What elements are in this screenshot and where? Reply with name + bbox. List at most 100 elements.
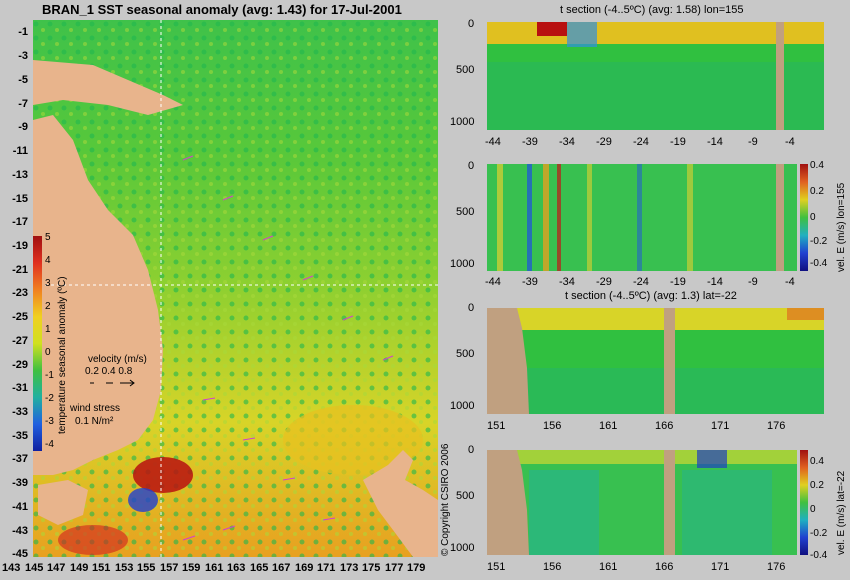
cbar-tick: 0.2 [810,480,824,491]
x-tick: -34 [559,276,575,288]
x-tick: -9 [748,136,758,148]
lat-label: -31 [12,382,28,394]
lat-label: -13 [12,169,28,181]
wind-legend-label: wind stress [70,403,121,414]
x-tick: -19 [670,136,686,148]
cbar-tick: -0.2 [810,236,828,247]
lat-label: -19 [12,240,28,252]
tasmania-land [38,480,88,525]
cbar-tick: -4 [45,439,54,450]
cbar-tick: 0.2 [810,186,824,197]
x-tick: 166 [655,561,674,573]
cbar-tick: -1 [45,370,54,381]
cbar-tick: 5 [45,232,51,243]
lat-label: -25 [12,311,28,323]
x-tick: 171 [711,420,730,432]
x-tick: -39 [522,276,538,288]
australia-land [33,115,163,475]
cbar-tick: 2 [45,301,51,312]
lat-label: -35 [12,430,28,442]
depth-tick: 0 [468,302,475,314]
lon-label: 177 [385,562,404,574]
depth-tick: 1000 [450,542,475,554]
cbar-tick: 1 [45,324,51,335]
lat-label: -1 [18,26,28,38]
cbar-tick: 0.4 [810,456,824,467]
velocity-section-lon155[interactable] [487,164,797,271]
x-tick: 151 [487,561,506,573]
longitude-axis: 143 145 147 149 151 153 155 157 159 161 … [0,562,440,578]
cbar-tick: -0.4 [810,550,828,561]
x-tick: 156 [543,420,562,432]
lon-label: 161 [205,562,224,574]
temperature-section-lon155[interactable] [487,22,824,130]
velocity-colorbar-4 [800,450,808,555]
lat-label: -5 [18,74,28,86]
depth-tick: 1000 [450,258,475,270]
x-tick: -14 [707,276,723,288]
lat-label: -43 [12,525,28,537]
new-zealand-land [363,450,438,557]
lon-label: 155 [137,562,156,574]
x-tick: -34 [559,136,575,148]
cbar-tick: 0 [810,504,816,515]
temperature-colorbar-label: temperature seasonal anomaly (ºC) [57,276,68,434]
lon-label: 167 [272,562,291,574]
velocity-section-lat-22[interactable] [487,450,797,555]
x-tick: 171 [711,561,730,573]
temperature-section-lat-22[interactable] [487,308,824,414]
lat-label: -3 [18,50,28,62]
lon-label: 179 [407,562,426,574]
lon-label: 169 [295,562,314,574]
lat-label: -21 [12,264,28,276]
lon-label: 147 [47,562,66,574]
lon-label: 171 [317,562,336,574]
lat-label: -29 [12,359,28,371]
x-tick: -4 [785,136,795,148]
x-tick: 151 [487,420,506,432]
lon-label: 149 [70,562,89,574]
velocity-colorbar-label-2: vel. E (m/s) lon=155 [836,182,847,272]
cbar-tick: -3 [45,416,54,427]
cbar-tick: 0.4 [810,160,824,171]
depth-tick: 500 [456,348,475,360]
section-title-1: t section (-4..5ºC) (avg: 1.58) lon=155 [560,4,744,16]
wind-legend-value: 0.1 N/m² [75,416,114,427]
depth-tick: 500 [456,64,475,76]
lon-label: 165 [250,562,269,574]
x-tick: -9 [748,276,758,288]
lat-label: -33 [12,406,28,418]
x-tick: -29 [596,136,612,148]
x-tick: 161 [599,561,618,573]
x-tick: -44 [485,136,501,148]
depth-tick: 0 [468,160,475,172]
x-tick: -19 [670,276,686,288]
x-tick: -14 [707,136,723,148]
lat-label: -17 [12,216,28,228]
cbar-tick: 0 [45,347,51,358]
lon-label: 151 [92,562,111,574]
cbar-tick: 0 [810,212,816,223]
velocity-legend-label: velocity (m/s) [88,354,147,365]
velocity-colorbar-2 [800,164,808,271]
x-tick: -4 [785,276,795,288]
lat-label: -37 [12,453,28,465]
lon-label: 159 [182,562,201,574]
lat-label: -45 [12,548,28,560]
lon-label: 173 [340,562,359,574]
wind-arrows [182,155,394,541]
lat-label: -39 [12,477,28,489]
lat-label: -15 [12,193,28,205]
velocity-legend-values: 0.2 0.4 0.8 [85,366,133,377]
section-title-3: t section (-4..5ºC) (avg: 1.3) lat=-22 [565,290,737,302]
lat-label: -23 [12,287,28,299]
velocity-colorbar-label-4: vel. E (m/s) lat=-22 [836,470,847,555]
lat-label: -11 [12,145,28,157]
latitude-axis: -1 -3 -5 -7 -9 -11 -13 -15 -17 -19 -21 -… [0,20,32,560]
lon-label: 157 [160,562,179,574]
lon-label: 153 [115,562,134,574]
cbar-tick: -0.2 [810,528,828,539]
depth-tick: 500 [456,206,475,218]
sst-anomaly-map[interactable] [33,20,438,557]
new-guinea-land [33,60,183,115]
